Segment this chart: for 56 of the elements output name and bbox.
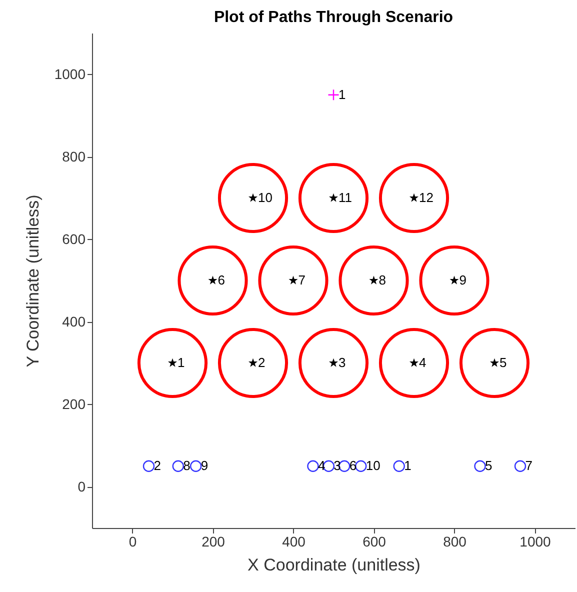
point [369, 276, 378, 284]
y-tick-label: 800 [62, 148, 86, 164]
annotation: 7 [298, 272, 306, 288]
annotation: 12 [419, 190, 434, 205]
y-tick-label: 600 [62, 230, 86, 247]
point [450, 276, 459, 284]
annotation: 9 [459, 272, 466, 288]
point [208, 276, 218, 284]
point [393, 460, 405, 472]
annotation: 11 [338, 190, 352, 205]
point [190, 460, 202, 472]
annotation: 5 [485, 458, 492, 474]
annotation: 6 [349, 458, 357, 474]
annotation: 8 [378, 272, 386, 288]
point [248, 193, 258, 202]
annotation: 1 [338, 86, 346, 102]
annotation: 1 [178, 355, 185, 370]
point [168, 358, 178, 367]
point [328, 89, 340, 101]
y-tick-label: 400 [62, 313, 86, 330]
x-tick-label: 1000 [520, 534, 552, 550]
annotation: 4 [419, 355, 426, 370]
x-tick-label: 400 [282, 534, 306, 550]
point [288, 276, 298, 284]
point [514, 460, 526, 472]
y-axis-title: Y Coordinate (unitless) [23, 194, 42, 368]
y-tick-label: 200 [62, 396, 86, 412]
chart-title: Plot of Paths Through Scenario [214, 9, 454, 26]
x-axis-title: X Coordinate (unitless) [248, 556, 420, 574]
annotation: 7 [525, 458, 532, 474]
x-tick-label: 200 [202, 534, 226, 550]
x-tick-label: 800 [443, 534, 467, 550]
x-tick-label: 600 [362, 534, 386, 550]
point [307, 460, 319, 472]
y-tick-label: 0 [78, 478, 86, 494]
annotation: 1 [404, 458, 412, 474]
point [142, 460, 155, 472]
point [409, 193, 419, 202]
annotation: 5 [500, 355, 507, 370]
annotation: 10 [366, 458, 380, 474]
point [328, 193, 338, 202]
annotation: 2 [258, 355, 266, 370]
annotation: 3 [338, 355, 346, 370]
point [474, 460, 486, 472]
annotation: 8 [183, 458, 190, 474]
point [490, 358, 500, 367]
x-tick-label: 0 [128, 534, 137, 550]
point [248, 358, 258, 367]
annotation: 6 [218, 272, 225, 288]
point [328, 358, 338, 367]
point [409, 358, 419, 367]
point [172, 460, 184, 472]
annotation: 2 [154, 458, 161, 474]
annotation: 10 [258, 190, 272, 205]
y-tick-label: 1000 [54, 66, 86, 82]
annotation: 9 [200, 458, 208, 474]
